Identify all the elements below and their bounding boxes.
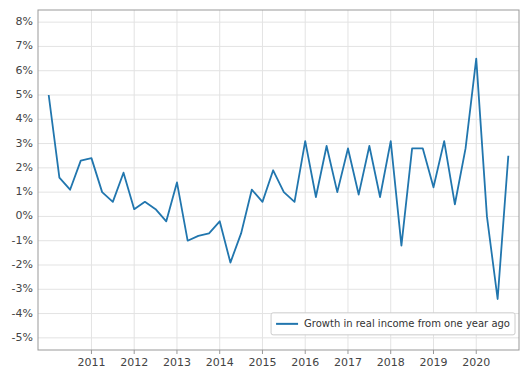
y-grid-line [38, 70, 519, 71]
line-series [49, 59, 509, 299]
x-grid-line [91, 10, 92, 350]
x-tick-mark [134, 350, 135, 354]
legend-swatch [276, 323, 298, 325]
y-tick-label: -4% [12, 307, 33, 320]
x-tick-label: 2016 [291, 356, 319, 369]
y-grid-line [38, 337, 519, 338]
x-grid-line [305, 10, 306, 350]
x-grid-line [134, 10, 135, 350]
y-grid-line [38, 143, 519, 144]
x-tick-label: 2014 [206, 356, 234, 369]
x-grid-line [176, 10, 177, 350]
x-tick-mark [433, 350, 434, 354]
axes: -5% -4% -3% -2% -1% 0% 1% 2% 3% 4% 5% 6% 7% 8% 2011 201… [12, 10, 519, 369]
x-tick-label: 2011 [77, 356, 105, 369]
y-tick-label: -1% [12, 234, 33, 247]
y-tick-label: 3% [16, 137, 33, 150]
y-tick-label: 1% [16, 185, 33, 198]
plot-frame [38, 10, 519, 350]
x-tick-label: 2012 [120, 356, 148, 369]
y-grid-line [38, 119, 519, 120]
x-tick-mark [91, 350, 92, 354]
y-grid-line [38, 289, 519, 290]
x-tick-label: 2018 [377, 356, 405, 369]
legend-box [271, 313, 515, 335]
legend: Growth in real income from one year ago [271, 313, 515, 335]
x-grid-line [262, 10, 263, 350]
y-tick-label: 0% [16, 209, 33, 222]
x-tick-mark [476, 350, 477, 354]
x-grid-line [347, 10, 348, 350]
y-grid-line [38, 240, 519, 241]
x-tick-mark [390, 350, 391, 354]
x-tick-mark [262, 350, 263, 354]
y-tick-label: -3% [12, 282, 33, 295]
x-tick-label: 2015 [248, 356, 276, 369]
x-tick-mark [219, 350, 220, 354]
x-tick-label: 2017 [334, 356, 362, 369]
y-grid-line [38, 192, 519, 193]
grid [38, 10, 519, 350]
legend-label: Growth in real income from one year ago [304, 318, 510, 329]
y-tick-label: 2% [16, 161, 33, 174]
y-tick-label: 6% [16, 64, 33, 77]
y-tick-label: 8% [16, 15, 33, 28]
y-tick-label: -5% [12, 331, 33, 344]
x-grid-line [390, 10, 391, 350]
x-tick-label: 2019 [419, 356, 447, 369]
y-grid-line [38, 265, 519, 266]
y-tick-label: 4% [16, 112, 33, 125]
y-grid-line [38, 46, 519, 47]
y-tick-label: 7% [16, 39, 33, 52]
x-tick-mark [347, 350, 348, 354]
chart: -5% -4% -3% -2% -1% 0% 1% 2% 3% 4% 5% 6% 7% 8% 2011 201… [0, 0, 529, 378]
background [0, 0, 529, 378]
y-grid-line [38, 167, 519, 168]
y-tick-label: 5% [16, 88, 33, 101]
x-tick-mark [176, 350, 177, 354]
y-grid-line [38, 216, 519, 217]
x-grid-line [219, 10, 220, 350]
x-tick-label: 2013 [163, 356, 191, 369]
x-tick-label: 2020 [462, 356, 490, 369]
plot-marks [49, 59, 509, 299]
x-tick-mark [305, 350, 306, 354]
y-grid-line [38, 95, 519, 96]
y-grid-line [38, 22, 519, 23]
x-grid-line [433, 10, 434, 350]
y-tick-label: -2% [12, 258, 33, 271]
